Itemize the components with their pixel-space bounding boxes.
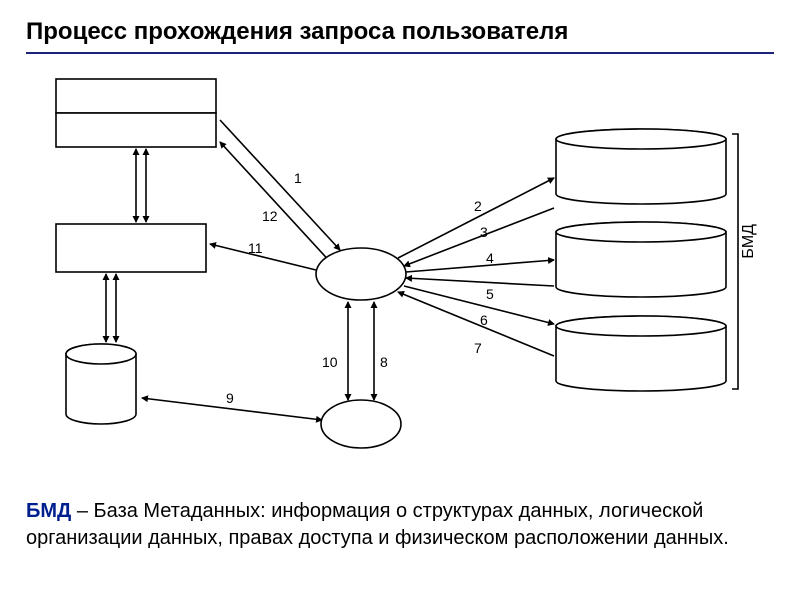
caption-term: БМД	[26, 500, 71, 522]
caption-text: База Метаданных: информация о структурах…	[26, 500, 729, 549]
page-title: Процесс прохождения запроса пользователя	[26, 18, 774, 46]
caption-sep: –	[71, 500, 93, 522]
diagram: 112112345671089ПользовательРабочая облас…	[26, 64, 774, 484]
bmd-label: БМД	[740, 224, 758, 259]
title-rule	[26, 52, 774, 54]
caption: БМД – База Метаданных: информация о стру…	[26, 498, 774, 552]
